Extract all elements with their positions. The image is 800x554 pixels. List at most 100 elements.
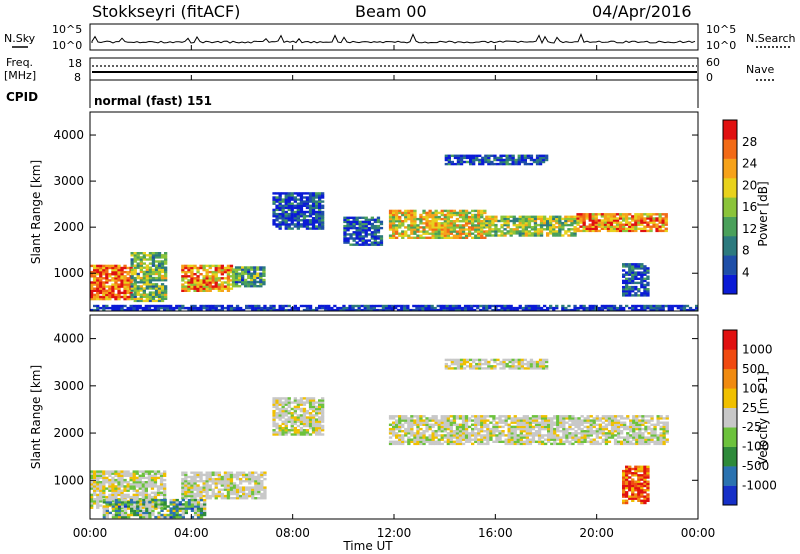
velocity-cell (315, 422, 319, 426)
velocity-cell (653, 423, 657, 426)
velocity-cell (181, 480, 185, 483)
velocity-cell (525, 442, 529, 446)
velocity-cell (461, 427, 466, 431)
velocity-cell (190, 480, 194, 483)
velocity-cell (235, 477, 240, 481)
power-cell (447, 162, 451, 166)
power-cell (661, 225, 665, 228)
velocity-cell (123, 515, 128, 519)
power-cell (93, 289, 97, 292)
velocity-cell (132, 474, 136, 477)
velocity-cell (181, 503, 185, 506)
power-cell (464, 232, 469, 235)
power-cell (634, 219, 638, 222)
power-cell (491, 304, 495, 308)
power-cell (530, 215, 535, 218)
power-cell (226, 304, 231, 308)
velocity-cell (486, 427, 490, 431)
power-cell (454, 304, 459, 308)
power-cell (410, 220, 414, 223)
power-cell (530, 234, 535, 237)
power-cell (90, 273, 94, 276)
power-cell (145, 281, 149, 284)
velocity-cell (395, 423, 399, 426)
power-cell (428, 224, 432, 227)
power-cell (343, 226, 347, 230)
velocity-cell (559, 436, 563, 439)
velocity-cell (123, 495, 127, 499)
velocity-cell (111, 481, 115, 484)
power-cell (241, 278, 245, 282)
power-cell (500, 308, 504, 312)
velocity-cell (416, 436, 420, 439)
power-cell (640, 217, 644, 220)
power-cell (462, 156, 467, 160)
power-cell (220, 304, 224, 308)
power-cell (102, 268, 106, 272)
power-cell (609, 227, 614, 230)
velocity-cell (492, 430, 496, 433)
power-cell (585, 306, 589, 310)
power-cell (287, 208, 291, 212)
velocity-cell (392, 434, 396, 437)
velocity-cell (604, 440, 609, 443)
velocity-cell (141, 487, 145, 490)
power-cell (148, 279, 153, 282)
velocity-cell (644, 419, 648, 422)
velocity-cell (398, 425, 402, 429)
power-cell (483, 217, 487, 221)
power-cell (570, 215, 574, 218)
power-cell (682, 308, 687, 312)
power-cell (130, 258, 134, 261)
velocity-cell (474, 427, 478, 431)
velocity-cell (662, 421, 666, 424)
power-cell (141, 308, 145, 312)
velocity-cell (111, 515, 116, 519)
velocity-cell (284, 409, 288, 413)
power-cell (533, 234, 538, 237)
velocity-cell (483, 436, 487, 439)
velocity-cell (462, 362, 467, 366)
power-cell (458, 234, 463, 237)
velocity-cell (263, 494, 267, 498)
power-cell (308, 196, 313, 199)
nave-label: Nave (746, 63, 774, 76)
power-cell (456, 156, 461, 160)
power-cell (483, 209, 487, 213)
velocity-cell (388, 415, 393, 418)
velocity-cell (208, 475, 212, 479)
power-cell (333, 308, 337, 312)
power-cell (452, 222, 457, 225)
power-cell (105, 268, 109, 272)
power-cell (247, 268, 251, 271)
velocity-cell (638, 415, 642, 418)
power-cell (379, 222, 384, 226)
power-cell (256, 285, 260, 288)
power-cell (308, 212, 313, 216)
velocity-cell (583, 417, 587, 420)
power-cell (561, 217, 565, 221)
power-cell (278, 304, 282, 308)
velocity-cell (232, 473, 237, 477)
power-cell (151, 287, 156, 290)
power-cell (622, 294, 626, 297)
power-cell (148, 262, 153, 265)
power-cell (524, 226, 528, 229)
velocity-cell (190, 497, 194, 500)
power-cell (485, 304, 489, 308)
velocity-cell (592, 432, 596, 435)
velocity-cell (293, 426, 297, 430)
power-cell (123, 293, 127, 297)
power-cell (321, 227, 325, 230)
velocity-cell (296, 431, 300, 434)
power-cell (211, 273, 215, 276)
velocity-cell (199, 471, 203, 474)
power-cell (625, 290, 629, 293)
velocity-cell (141, 493, 145, 497)
velocity-cell (616, 432, 621, 435)
power-cell (358, 239, 362, 242)
power-cell (494, 228, 498, 231)
velocity-cell (275, 426, 279, 430)
velocity-cell (620, 436, 624, 439)
power-cell (600, 304, 604, 308)
